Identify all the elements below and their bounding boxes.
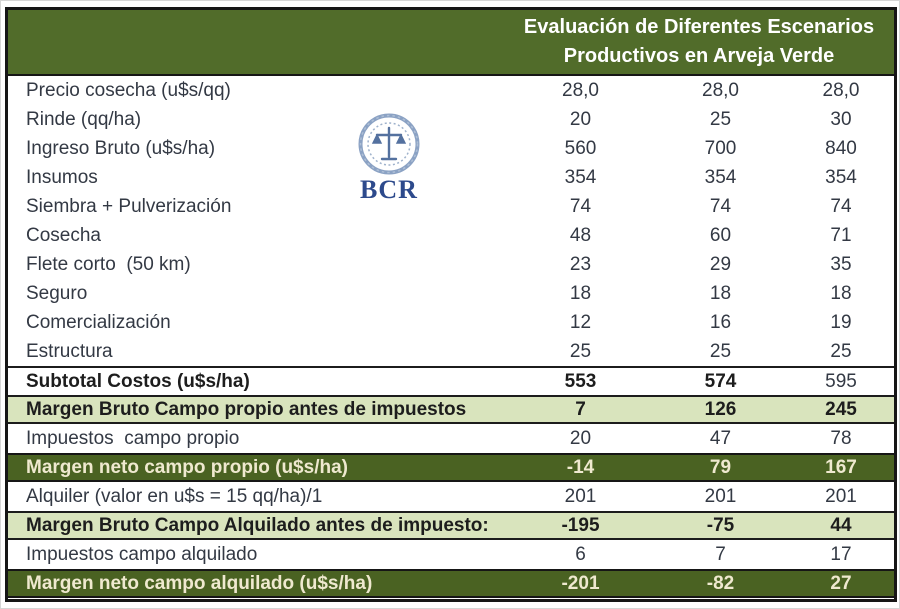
row-value-scenario-1: 354: [564, 166, 597, 188]
row-value-scenario-1: 28,0: [562, 79, 599, 101]
row-value-scenario-1: 20: [569, 427, 592, 449]
row-value-scenario-2: 28,0: [702, 79, 739, 101]
table-title: Evaluación de Diferentes Escenarios Prod…: [504, 13, 894, 71]
row-value-scenario-1: 25: [569, 340, 592, 362]
row-value-scenario-2: 16: [709, 311, 732, 333]
table-header: Evaluación de Diferentes Escenarios Prod…: [8, 10, 894, 76]
row-value-scenario-1: 18: [569, 282, 592, 304]
row-value-scenario-2: 74: [709, 195, 732, 217]
row-value-scenario-2: 79: [709, 456, 732, 478]
table-title-line1: Evaluación de Diferentes Escenarios: [523, 16, 875, 38]
table-row: Cosecha 48 60 71: [8, 221, 894, 250]
row-value-scenario-3: 19: [830, 311, 852, 333]
table-row: Impuestos campo alquilado 6 7 17: [8, 540, 894, 569]
table-row: Estructura 25 25 25: [8, 337, 894, 366]
table-body: Precio cosecha (u$s/qq) 28,0 28,0 28,0 R…: [8, 76, 894, 599]
row-value-scenario-2: 29: [709, 253, 732, 275]
row-value-scenario-2: 126: [704, 398, 737, 420]
row-label: Seguro: [26, 282, 88, 304]
row-value-scenario-2: 201: [704, 485, 737, 507]
table-row: Subtotal Costos (u$s/ha) 553 574 595: [8, 366, 894, 395]
row-value-scenario-3: 30: [830, 108, 852, 130]
row-value-scenario-3: 44: [830, 514, 852, 536]
row-value-scenario-3: 71: [830, 224, 852, 246]
row-label: Ingreso Bruto (u$s/ha): [26, 137, 216, 159]
table-row: Seguro 18 18 18: [8, 279, 894, 308]
row-value-scenario-3: 78: [830, 427, 852, 449]
table-row: Insumos 354 354 354: [8, 163, 894, 192]
table-row: Rinde (qq/ha) 20 25 30: [8, 105, 894, 134]
row-value-scenario-2: 7: [715, 543, 726, 565]
row-value-scenario-1: 23: [569, 253, 592, 275]
table-row: Comercialización 12 16 19: [8, 308, 894, 337]
row-value-scenario-3: 74: [830, 195, 852, 217]
row-value-scenario-2: -75: [706, 514, 735, 536]
row-value-scenario-3: 840: [825, 137, 857, 159]
row-value-scenario-3: 25: [830, 340, 852, 362]
row-label: Subtotal Costos (u$s/ha): [26, 370, 250, 392]
row-value-scenario-3: 35: [830, 253, 852, 275]
table-row: Siembra + Pulverización 74 74 74: [8, 192, 894, 221]
row-value-scenario-3: 167: [825, 456, 857, 478]
row-label: Margen neto campo alquilado (u$s/ha): [26, 572, 373, 594]
row-value-scenario-2: -82: [706, 572, 735, 594]
table-row: Margen Bruto Campo Alquilado antes de im…: [8, 511, 894, 540]
row-label: Margen neto campo propio (u$s/ha): [26, 456, 348, 478]
row-value-scenario-2: 60: [709, 224, 732, 246]
row-value-scenario-2: 354: [704, 166, 737, 188]
row-value-scenario-3: 354: [825, 166, 857, 188]
row-label: Rinde (qq/ha): [26, 108, 142, 130]
row-value-scenario-1: 48: [569, 224, 592, 246]
table-title-line2: Productivos en Arveja Verde: [563, 45, 835, 67]
table-row: Flete corto (50 km) 23 29 35: [8, 250, 894, 279]
row-value-scenario-2: 25: [709, 108, 732, 130]
row-value-scenario-3: 18: [830, 282, 852, 304]
row-value-scenario-3: 595: [825, 370, 857, 392]
row-label: Margen Bruto Campo propio antes de impue…: [26, 398, 467, 420]
table-row: Alquiler (valor en u$s = 15 qq/ha)/1 201…: [8, 482, 894, 511]
table-row: Impuestos campo propio 20 47 78: [8, 424, 894, 453]
row-label: Impuestos campo alquilado: [26, 543, 258, 565]
table-row: Margen neto campo alquilado (u$s/ha) -20…: [8, 569, 894, 598]
row-value-scenario-3: 17: [830, 543, 852, 565]
row-label: Comercialización: [26, 311, 171, 333]
row-value-scenario-1: 560: [564, 137, 597, 159]
table-row: Margen neto campo propio (u$s/ha) -14 79…: [8, 453, 894, 482]
row-label: Flete corto (50 km): [26, 253, 191, 275]
table-row: Precio cosecha (u$s/qq) 28,0 28,0 28,0: [8, 76, 894, 105]
row-label: Estructura: [26, 340, 113, 362]
row-value-scenario-1: 6: [575, 543, 586, 565]
row-value-scenario-1: -14: [566, 456, 595, 478]
row-value-scenario-1: 20: [569, 108, 592, 130]
row-value-scenario-1: -201: [561, 572, 600, 594]
row-label: Margen Bruto Campo Alquilado antes de im…: [26, 514, 489, 536]
row-value-scenario-3: 245: [825, 398, 857, 420]
row-value-scenario-3: 28,0: [822, 79, 860, 101]
row-label: Alquiler (valor en u$s = 15 qq/ha)/1: [26, 485, 323, 507]
row-label: Siembra + Pulverización: [26, 195, 232, 217]
table-row: Margen Bruto Campo propio antes de impue…: [8, 395, 894, 424]
row-value-scenario-1: 74: [569, 195, 592, 217]
scenario-evaluation-table: Evaluación de Diferentes Escenarios Prod…: [5, 7, 897, 602]
row-value-scenario-3: 27: [830, 572, 852, 594]
row-value-scenario-2: 47: [709, 427, 732, 449]
row-value-scenario-2: 18: [709, 282, 732, 304]
row-label: Impuestos campo propio: [26, 427, 240, 449]
row-label: Insumos: [26, 166, 98, 188]
row-label: Precio cosecha (u$s/qq): [26, 79, 231, 101]
row-value-scenario-1: 201: [564, 485, 597, 507]
row-value-scenario-1: 7: [575, 398, 586, 420]
row-value-scenario-2: 25: [709, 340, 732, 362]
row-value-scenario-1: -195: [561, 514, 600, 536]
row-label: Cosecha: [26, 224, 101, 246]
row-value-scenario-3: 201: [825, 485, 857, 507]
row-value-scenario-1: 12: [569, 311, 592, 333]
row-value-scenario-1: 553: [564, 370, 597, 392]
row-value-scenario-2: 700: [704, 137, 737, 159]
table-row: Ingreso Bruto (u$s/ha) 560 700 840: [8, 134, 894, 163]
row-value-scenario-2: 574: [704, 370, 737, 392]
